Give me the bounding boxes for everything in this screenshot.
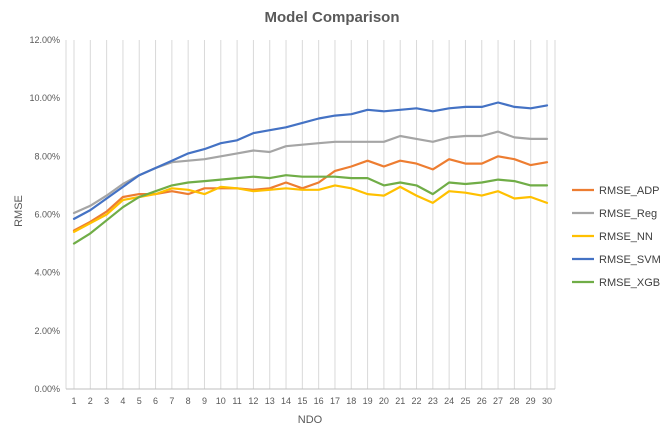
y-tick-labels: 0.00% 2.00% 4.00% 6.00% 8.00% 10.00% 12.00% [29,35,60,394]
x-tick-label: 2 [88,396,93,406]
x-tick-label: 18 [346,396,356,406]
x-tick-label: 3 [104,396,109,406]
y-tick-label: 6.00% [34,210,60,220]
series-line-rmse-nn [72,184,549,233]
x-tick-label: 16 [314,396,324,406]
x-tick-label: 14 [281,396,291,406]
x-tick-label: 21 [395,396,405,406]
grid-lines [65,40,556,389]
legend-label: RMSE_NN [599,231,653,243]
series-line-rmse-adp [72,155,549,232]
legend-label: RMSE_Reg [599,208,657,220]
legend-label: RMSE_XGB [599,277,660,289]
x-tick-label: 26 [477,396,487,406]
x-tick-label: 13 [265,396,275,406]
x-tick-label: 15 [297,396,307,406]
x-tick-label: 22 [412,396,422,406]
x-tick-label: 23 [428,396,438,406]
legend-label: RMSE_SVM [599,254,661,266]
series-line-rmse-svm [72,101,549,220]
x-tick-labels: 1 2 3 4 5 6 7 8 9 10 11 12 13 14 15 16 17 18 19 20 21 22 23 24 2… [71,396,552,406]
y-tick-label: 0.00% [34,384,60,394]
x-tick-label: 9 [202,396,207,406]
x-tick-label: 6 [153,396,158,406]
x-tick-label: 12 [248,396,258,406]
x-tick-label: 27 [493,396,503,406]
x-tick-label: 5 [137,396,142,406]
x-tick-label: 7 [169,396,174,406]
x-tick-label: 11 [232,396,241,406]
x-tick-label: 29 [526,396,536,406]
x-tick-label: 1 [71,396,76,406]
x-tick-label: 17 [330,396,340,406]
y-tick-label: 2.00% [34,326,60,336]
y-tick-label: 4.00% [34,268,60,278]
y-axis-label: RMSE [13,195,25,227]
series-line-rmse-xgb [72,174,549,245]
y-tick-label: 10.00% [29,93,60,103]
x-tick-label: 4 [120,396,125,406]
legend: RMSE_ADP RMSE_Reg RMSE_NN RMSE_SVM RMSE_XGB [572,185,661,289]
x-axis-label: NDO [298,414,323,426]
x-tick-label: 8 [186,396,191,406]
series-lines [72,101,549,245]
x-tick-label: 20 [379,396,389,406]
x-tick-label: 28 [509,396,519,406]
y-tick-label: 8.00% [34,151,60,161]
y-tick-label: 12.00% [29,35,60,45]
x-tick-label: 10 [216,396,226,406]
x-tick-label: 19 [363,396,373,406]
chart-title: Model Comparison [264,9,399,26]
x-tick-label: 25 [460,396,470,406]
legend-label: RMSE_ADP [599,185,660,197]
x-tick-label: 24 [444,396,454,406]
x-tick-label: 30 [542,396,552,406]
